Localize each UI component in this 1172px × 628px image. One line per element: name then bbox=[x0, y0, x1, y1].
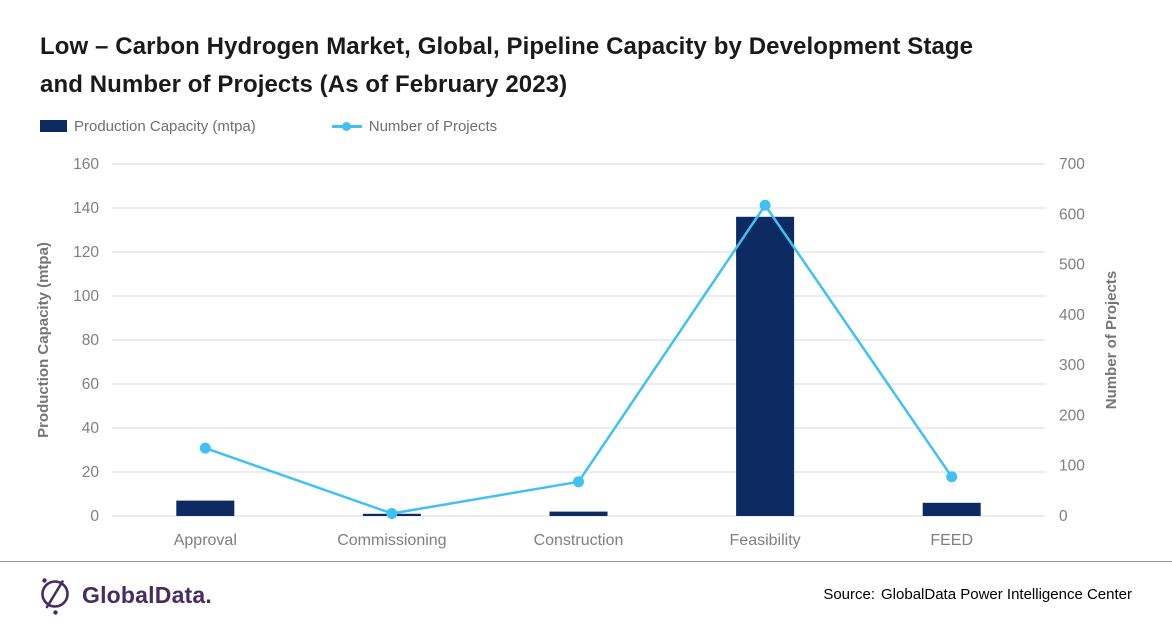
source-text: GlobalData Power Intelligence Center bbox=[881, 586, 1132, 603]
legend-item-number-of-projects: Number of Projects bbox=[331, 117, 498, 135]
legend-item-production-capacity: Production Capacity (mtpa) bbox=[40, 118, 256, 135]
bar-construction bbox=[549, 511, 608, 516]
right-axis-tick-300: 300 bbox=[1059, 357, 1085, 374]
point-commissioning bbox=[386, 507, 398, 519]
globaldata-logo-text: GlobalData. bbox=[82, 581, 213, 608]
right-axis-tick-200: 200 bbox=[1059, 407, 1085, 424]
source-prefix: Source: bbox=[823, 586, 876, 603]
bar-approval bbox=[176, 500, 235, 516]
right-axis-tick-100: 100 bbox=[1059, 458, 1085, 475]
right-axis-tick-700: 700 bbox=[1059, 156, 1085, 173]
bar-feed bbox=[922, 502, 981, 516]
left-axis-tick-80: 80 bbox=[82, 332, 100, 349]
left-axis-tick-140: 140 bbox=[73, 200, 99, 217]
chart-title-line2: and Number of Projects (As of February 2… bbox=[40, 71, 568, 98]
footer-divider bbox=[0, 561, 1172, 562]
left-axis-tick-100: 100 bbox=[73, 288, 99, 305]
left-axis-tick-120: 120 bbox=[73, 244, 99, 261]
right-axis-tick-0: 0 bbox=[1059, 508, 1068, 525]
bar-swatch-icon bbox=[40, 120, 67, 132]
category-label-feasibility: Feasibility bbox=[730, 532, 801, 549]
chart-legend: Production Capacity (mtpa) Number of Pro… bbox=[40, 116, 497, 136]
line-marker-icon bbox=[331, 120, 362, 132]
projects-line bbox=[204, 203, 953, 515]
left-axis-tick-20: 20 bbox=[82, 464, 100, 481]
right-axis-title: Number of Projects bbox=[1103, 271, 1120, 409]
category-label-commissioning: Commissioning bbox=[337, 532, 446, 549]
right-axis-tick-600: 600 bbox=[1059, 206, 1085, 223]
left-axis-tick-160: 160 bbox=[73, 156, 99, 173]
point-feed bbox=[946, 471, 958, 483]
legend-label: Production Capacity (mtpa) bbox=[74, 117, 256, 135]
left-axis-tick-0: 0 bbox=[90, 508, 99, 525]
left-axis-title: Production Capacity (mtpa) bbox=[35, 242, 52, 438]
source-attribution: Source: GlobalData Power Intelligence Cen… bbox=[823, 586, 1132, 603]
category-label-feed: FEED bbox=[930, 532, 973, 549]
point-feasibility bbox=[759, 199, 771, 211]
right-axis-tick-400: 400 bbox=[1059, 307, 1085, 324]
left-axis-tick-60: 60 bbox=[82, 376, 100, 393]
chart-title-line1: Low – Carbon Hydrogen Market, Global, Pi… bbox=[40, 33, 974, 60]
point-construction bbox=[573, 476, 584, 488]
combo-chart: 0 20 40 60 80 100 120 140 160 0 100 200 300 400 500 600… bbox=[35, 156, 1120, 549]
globaldata-logo: GlobalData. bbox=[38, 574, 212, 616]
globaldata-logo-icon bbox=[41, 578, 69, 615]
category-label-construction: Construction bbox=[534, 532, 624, 549]
category-label-approval: Approval bbox=[174, 532, 237, 549]
point-approval bbox=[199, 442, 211, 454]
chart-title: Low – Carbon Hydrogen Market, Global, Pi… bbox=[40, 28, 1150, 104]
left-axis-tick-40: 40 bbox=[82, 420, 100, 437]
bar-feasibility bbox=[736, 216, 795, 517]
legend-label: Number of Projects bbox=[368, 117, 498, 135]
right-axis-tick-500: 500 bbox=[1059, 257, 1085, 274]
